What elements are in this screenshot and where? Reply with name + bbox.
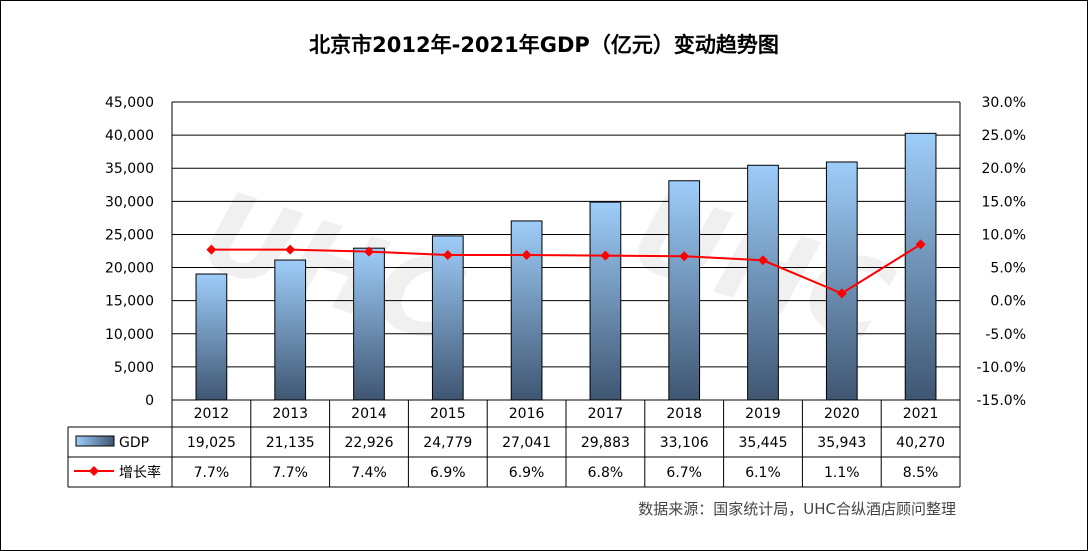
y-right-tick-label: 25.0% <box>982 128 1026 144</box>
growth-rate-cell: 8.5% <box>903 465 939 481</box>
growth-rate-point <box>521 249 532 260</box>
bar <box>747 164 779 401</box>
y-left-tick-label: 40,000 <box>105 128 154 144</box>
data-table: 2012 19,025 7.7% 2013 21,135 7.7% 2014 22,926 7.… <box>67 400 961 488</box>
y-left-tick-label: 30,000 <box>105 194 154 210</box>
y-right-tick-label: 10.0% <box>982 227 1026 243</box>
y-right-tick-label: -5.0% <box>985 327 1026 343</box>
bar <box>274 259 307 401</box>
growth-rate-point <box>679 251 690 262</box>
gdp-value-cell: 27,041 <box>502 435 551 451</box>
bar <box>353 247 385 401</box>
x-tick-label: 2016 <box>509 406 545 422</box>
y-left-tick-label: 10,000 <box>105 327 154 343</box>
growth-rate-cell: 6.7% <box>666 465 702 481</box>
y-left-tick-label: 20,000 <box>105 261 154 277</box>
growth-rate-line <box>211 243 922 295</box>
x-tick-label: 2019 <box>745 406 781 422</box>
growth-rate-cell: 7.7% <box>194 465 230 481</box>
legend-gdp-swatch <box>75 435 115 447</box>
growth-rate-cell: 7.4% <box>351 465 387 481</box>
growth-rate-point <box>915 239 926 250</box>
bar <box>195 273 228 401</box>
growth-rate-point <box>285 244 296 255</box>
x-tick-label: 2020 <box>824 406 860 422</box>
y-right-tick-label: 30.0% <box>982 95 1026 111</box>
growth-rate-cell: 6.9% <box>430 465 466 481</box>
legend-growth-marker <box>89 466 99 476</box>
legend-gdp-label: GDP <box>119 435 149 451</box>
source-note: 数据来源：国家统计局，UHC合纵酒店顾问整理 <box>638 500 956 518</box>
growth-rate-cell: 7.7% <box>272 465 308 481</box>
line-series <box>206 239 926 299</box>
gdp-value-cell: 22,926 <box>345 435 394 451</box>
y-right-tick-label: 15.0% <box>982 194 1026 210</box>
x-tick-label: 2015 <box>430 406 466 422</box>
x-tick-label: 2021 <box>903 406 939 422</box>
axes: 0 -15.0% 5,000 -10.0% 10,000 -5.0% 15,000 0.0% 2… <box>105 95 1026 409</box>
growth-rate-cell: 6.9% <box>509 465 545 481</box>
y-right-tick-label: 20.0% <box>982 161 1026 177</box>
growth-rate-point <box>364 246 374 257</box>
gdp-value-cell: 29,883 <box>581 435 630 451</box>
gdp-value-cell: 35,445 <box>739 435 788 451</box>
bar <box>825 161 858 401</box>
y-right-tick-label: 5.0% <box>990 261 1026 277</box>
growth-rate-point <box>836 288 847 299</box>
legend-growth-label: 增长率 <box>119 464 161 481</box>
growth-rate-cell: 6.1% <box>745 465 781 481</box>
bar <box>431 235 464 401</box>
growth-rate-point <box>758 255 768 266</box>
growth-rate-point <box>600 250 611 261</box>
bar <box>589 201 622 401</box>
x-tick-label: 2012 <box>194 406 230 422</box>
x-tick-label: 2017 <box>588 406 624 422</box>
gdp-value-cell: 40,270 <box>896 435 945 451</box>
growth-rate-point <box>442 249 453 260</box>
gdp-value-cell: 21,135 <box>266 435 315 451</box>
x-tick-label: 2013 <box>272 406 308 422</box>
gdp-value-cell: 19,025 <box>187 435 236 451</box>
x-tick-label: 2018 <box>666 406 702 422</box>
y-left-tick-label: 15,000 <box>105 294 154 310</box>
chart-title: 北京市2012年-2021年GDP（亿元）变动趋势图 <box>309 33 779 57</box>
y-left-tick-label: 5,000 <box>114 360 154 376</box>
y-left-tick-label: 35,000 <box>105 161 154 177</box>
gdp-value-cell: 35,943 <box>817 435 866 451</box>
x-tick-label: 2014 <box>351 406 387 422</box>
y-right-tick-label: 0.0% <box>990 294 1026 310</box>
y-left-tick-label: 25,000 <box>105 227 154 243</box>
growth-rate-point <box>206 244 217 255</box>
gdp-value-cell: 24,779 <box>423 435 472 451</box>
gdp-value-cell: 33,106 <box>660 435 709 451</box>
y-left-tick-label: 45,000 <box>105 95 154 111</box>
bar <box>668 180 701 401</box>
growth-rate-cell: 1.1% <box>824 465 860 481</box>
y-right-tick-label: -15.0% <box>976 393 1026 409</box>
bar <box>904 132 937 401</box>
growth-rate-cell: 6.8% <box>588 465 624 481</box>
y-right-tick-label: -10.0% <box>976 360 1026 376</box>
bar <box>510 220 543 401</box>
y-left-tick-label: 0 <box>145 393 154 409</box>
